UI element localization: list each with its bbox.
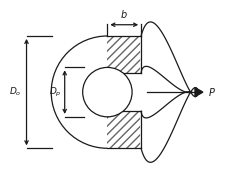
Bar [107, 73, 140, 111]
Text: $D_p$: $D_p$ [48, 86, 61, 99]
Bar [107, 111, 140, 148]
Polygon shape [51, 36, 107, 148]
Text: $b$: $b$ [120, 8, 128, 20]
Text: $P$: $P$ [207, 86, 215, 98]
Text: $D_o$: $D_o$ [9, 86, 22, 98]
Polygon shape [140, 22, 198, 97]
Polygon shape [194, 88, 202, 97]
Bar [107, 36, 140, 73]
Circle shape [82, 67, 131, 117]
Bar [107, 36, 140, 73]
Polygon shape [140, 88, 198, 162]
Polygon shape [140, 22, 198, 162]
Bar [107, 111, 140, 148]
